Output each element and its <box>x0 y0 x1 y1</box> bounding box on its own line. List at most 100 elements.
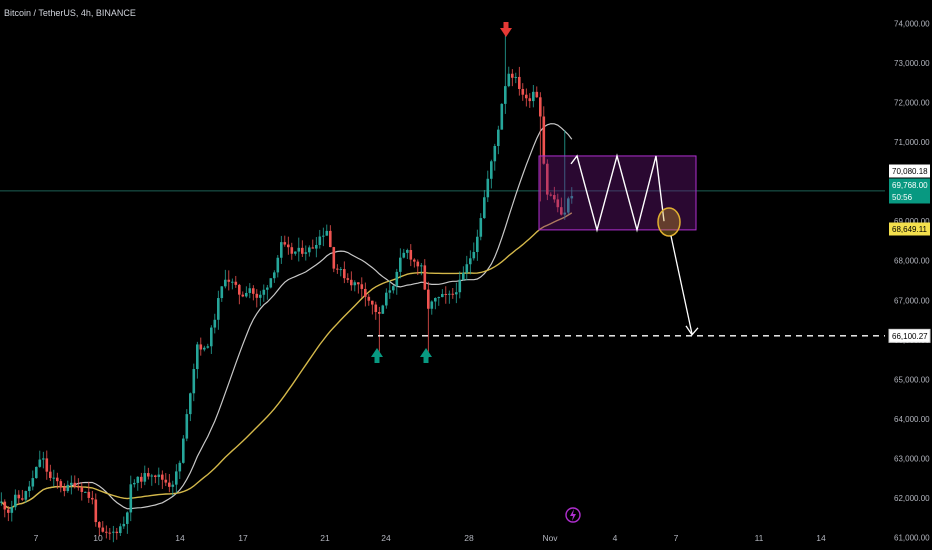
candle[interactable] <box>409 244 413 267</box>
candle[interactable] <box>507 66 511 88</box>
candle[interactable] <box>255 289 259 308</box>
candle[interactable] <box>49 464 52 482</box>
candle[interactable] <box>91 490 94 505</box>
candle[interactable] <box>511 69 514 87</box>
candle[interactable] <box>59 479 63 493</box>
candle[interactable] <box>45 450 49 480</box>
candle[interactable] <box>35 466 38 479</box>
candle[interactable] <box>84 491 87 493</box>
candle[interactable] <box>535 86 539 98</box>
candle[interactable] <box>87 481 91 503</box>
candle[interactable] <box>553 186 556 203</box>
candle[interactable] <box>458 271 462 299</box>
candle[interactable] <box>17 490 21 505</box>
candle[interactable] <box>52 469 56 487</box>
candle[interactable] <box>24 490 28 503</box>
candle[interactable] <box>248 283 252 299</box>
candle[interactable] <box>381 304 385 314</box>
candle[interactable] <box>217 290 220 330</box>
candle[interactable] <box>234 275 238 288</box>
candle[interactable] <box>129 475 133 522</box>
candle[interactable] <box>140 472 143 489</box>
candle[interactable] <box>66 480 70 493</box>
candle[interactable] <box>196 341 199 379</box>
candle[interactable] <box>7 506 10 522</box>
candle[interactable] <box>199 337 203 356</box>
candle[interactable] <box>185 409 189 442</box>
candle[interactable] <box>385 288 388 309</box>
candle[interactable] <box>175 464 178 493</box>
candle[interactable] <box>308 245 311 257</box>
candle[interactable] <box>532 84 535 108</box>
candle[interactable] <box>238 283 241 305</box>
candle[interactable] <box>329 225 332 248</box>
candle[interactable] <box>147 467 150 480</box>
candle[interactable] <box>567 196 570 215</box>
candle[interactable] <box>399 248 402 279</box>
candle[interactable] <box>213 313 217 334</box>
candle[interactable] <box>336 264 339 274</box>
candle[interactable] <box>311 239 315 249</box>
candle[interactable] <box>525 88 528 107</box>
candle[interactable] <box>434 297 437 310</box>
candle[interactable] <box>367 294 371 306</box>
candle[interactable] <box>171 480 175 496</box>
candle[interactable] <box>353 280 357 292</box>
candle[interactable] <box>252 285 255 301</box>
candle[interactable] <box>546 159 549 201</box>
candle[interactable] <box>420 263 423 276</box>
candle[interactable] <box>490 159 493 189</box>
candle[interactable] <box>427 281 430 358</box>
candle[interactable] <box>476 229 479 261</box>
candle[interactable] <box>280 235 283 264</box>
candle[interactable] <box>549 192 553 197</box>
candle[interactable] <box>542 106 546 165</box>
price-axis[interactable]: 74,000.00 73,000.00 72,000.00 71,000.00 70,0… <box>894 20 930 543</box>
candle[interactable] <box>224 269 227 289</box>
candle[interactable] <box>395 268 399 295</box>
candle[interactable] <box>168 474 171 493</box>
candle[interactable] <box>262 284 266 302</box>
candle[interactable] <box>231 278 234 290</box>
candle[interactable] <box>315 237 318 258</box>
candle[interactable] <box>56 472 59 489</box>
candle[interactable] <box>0 492 3 506</box>
candle[interactable] <box>500 103 504 130</box>
candle[interactable] <box>287 236 290 255</box>
candle[interactable] <box>101 521 105 533</box>
candle[interactable] <box>245 286 248 298</box>
candles-layer[interactable] <box>0 35 574 543</box>
candle[interactable] <box>469 250 472 275</box>
breakout-ellipse[interactable] <box>657 207 681 237</box>
candle[interactable] <box>570 187 574 204</box>
candle[interactable] <box>161 470 164 489</box>
candle[interactable] <box>493 143 497 171</box>
candle[interactable] <box>556 193 560 213</box>
candle[interactable] <box>21 489 24 501</box>
candle[interactable] <box>378 306 381 356</box>
candle[interactable] <box>472 242 476 261</box>
candle[interactable] <box>164 473 168 487</box>
candle[interactable] <box>206 343 210 349</box>
candle[interactable] <box>318 229 322 249</box>
candle[interactable] <box>73 475 77 489</box>
candle[interactable] <box>203 345 206 352</box>
candle[interactable] <box>402 248 406 259</box>
candle[interactable] <box>406 248 409 260</box>
candle[interactable] <box>112 525 115 543</box>
candle[interactable] <box>94 493 98 527</box>
candle[interactable] <box>143 465 147 486</box>
candle[interactable] <box>283 235 287 247</box>
candle[interactable] <box>290 242 294 260</box>
candle[interactable] <box>374 301 378 320</box>
candle[interactable] <box>462 266 465 281</box>
candle[interactable] <box>220 286 224 302</box>
candle[interactable] <box>266 284 269 300</box>
candle[interactable] <box>430 300 434 315</box>
candle[interactable] <box>182 435 185 464</box>
range-box[interactable] <box>538 155 697 231</box>
candle[interactable] <box>241 291 245 298</box>
candle[interactable] <box>42 451 45 469</box>
candle[interactable] <box>294 251 297 256</box>
